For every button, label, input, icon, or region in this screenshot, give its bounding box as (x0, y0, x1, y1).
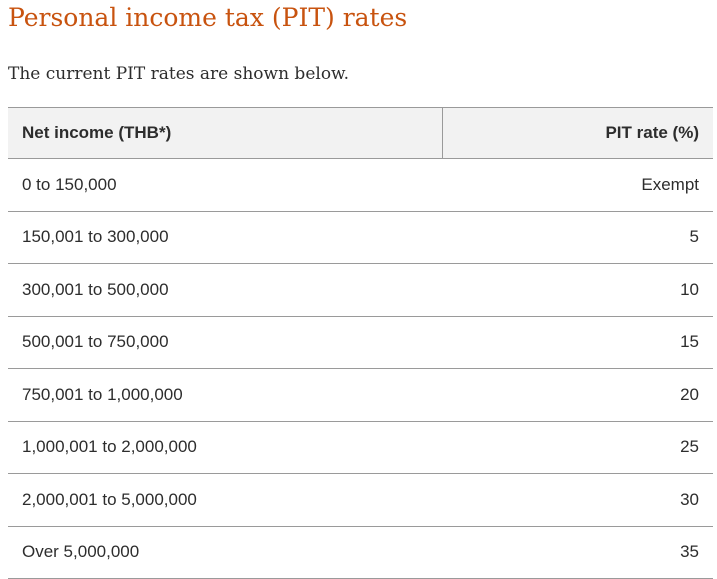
table-row: 300,001 to 500,000 10 (8, 263, 713, 317)
pit-rates-table: Net income (THB*) PIT rate (%) 0 to 150,… (8, 107, 713, 579)
table-row: 1,000,001 to 2,000,000 25 (8, 421, 713, 474)
net-income-cell: 150,001 to 300,000 (8, 211, 442, 264)
table-row: 500,001 to 750,000 15 (8, 316, 713, 369)
net-income-cell: Over 5,000,000 (8, 526, 442, 579)
table-row: 2,000,001 to 5,000,000 30 (8, 473, 713, 527)
table-row: 0 to 150,000 Exempt (8, 158, 713, 212)
net-income-cell: 500,001 to 750,000 (8, 316, 442, 369)
table-row: 150,001 to 300,000 5 (8, 211, 713, 264)
net-income-cell: 750,001 to 1,000,000 (8, 368, 442, 422)
net-income-cell: 0 to 150,000 (8, 158, 442, 212)
page-title: Personal income tax (PIT) rates (8, 3, 408, 32)
pit-rate-cell: 15 (442, 316, 713, 369)
net-income-cell: 300,001 to 500,000 (8, 263, 442, 317)
pit-rate-cell: 35 (442, 526, 713, 579)
pit-rate-cell: 10 (442, 263, 713, 317)
intro-text: The current PIT rates are shown below. (8, 64, 349, 84)
table-row: 750,001 to 1,000,000 20 (8, 368, 713, 422)
pit-rate-cell: Exempt (442, 158, 713, 212)
net-income-cell: 2,000,001 to 5,000,000 (8, 473, 442, 527)
header-net-income: Net income (THB*) (8, 107, 443, 159)
pit-rate-cell: 25 (442, 421, 713, 474)
table-header-row: Net income (THB*) PIT rate (%) (8, 107, 713, 159)
table-row: Over 5,000,000 35 (8, 526, 713, 579)
pit-rate-cell: 20 (442, 368, 713, 422)
net-income-cell: 1,000,001 to 2,000,000 (8, 421, 442, 474)
header-pit-rate: PIT rate (%) (442, 107, 713, 159)
pit-rate-cell: 30 (442, 473, 713, 527)
pit-rate-cell: 5 (442, 211, 713, 264)
